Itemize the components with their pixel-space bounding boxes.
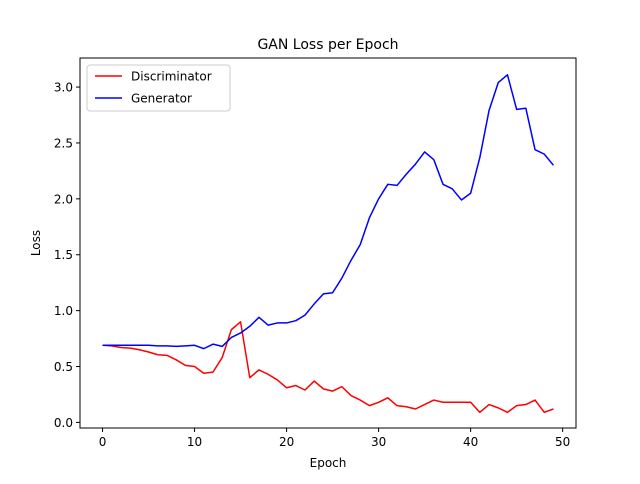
axes-frame	[79, 57, 577, 429]
x-axis-ticks: 0 10 20 30 40 50	[99, 428, 570, 449]
x-tick-label: 10	[187, 435, 202, 449]
y-tick-label: 0.0	[54, 416, 73, 430]
legend-label-discriminator: Discriminator	[131, 70, 212, 84]
plot-area	[102, 74, 555, 414]
y-axis-label: Loss	[29, 230, 43, 256]
legend-box	[86, 64, 231, 112]
y-axis-ticks: 0.0 0.5 1.0 1.5 2.0 2.5 3.0	[54, 81, 80, 430]
x-tick-label: 30	[371, 435, 386, 449]
series-line-generator	[102, 74, 555, 350]
series-line-discriminator	[102, 321, 554, 414]
x-tick-label: 50	[555, 435, 570, 449]
legend: Discriminator Generator	[86, 64, 231, 112]
legend-label-generator: Generator	[131, 92, 192, 106]
y-tick-label: 2.0	[54, 192, 73, 206]
y-tick-label: 3.0	[54, 81, 73, 95]
x-axis-label: Epoch	[310, 456, 347, 470]
y-tick-label: 1.0	[54, 304, 73, 318]
x-tick-label: 20	[279, 435, 294, 449]
y-tick-label: 0.5	[54, 360, 73, 374]
y-tick-label: 2.5	[54, 136, 73, 150]
x-tick-label: 0	[99, 435, 107, 449]
chart-title: GAN Loss per Epoch	[257, 37, 398, 53]
x-tick-label: 40	[463, 435, 478, 449]
y-tick-label: 1.5	[54, 248, 73, 262]
